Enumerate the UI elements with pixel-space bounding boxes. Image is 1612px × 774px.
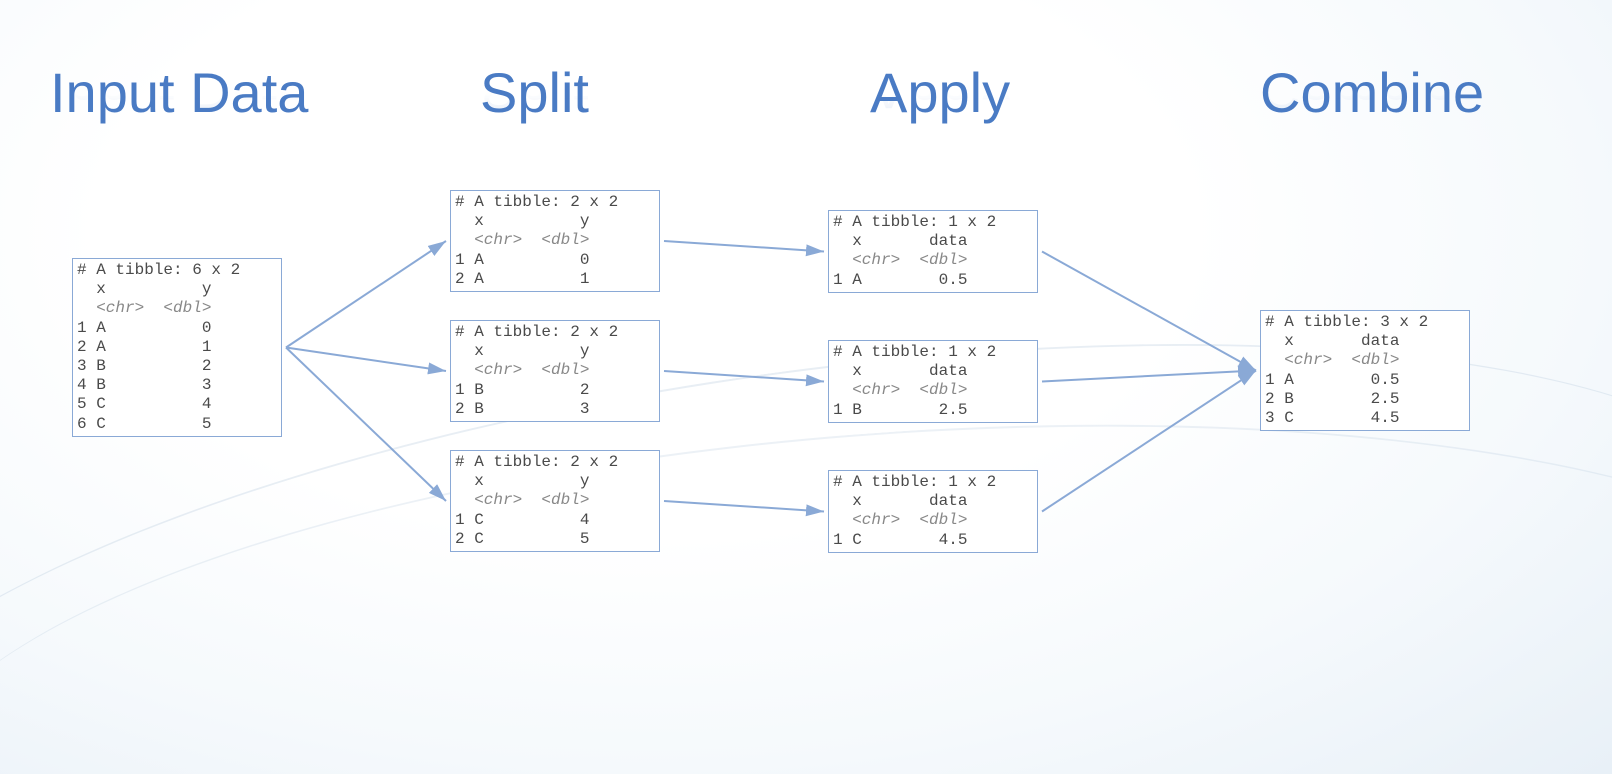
tibble-line: <chr> <dbl> [455, 491, 655, 510]
arrow-split_c-to-apply_c [664, 501, 824, 512]
tibble-apply_b: # A tibble: 1 x 2 x data <chr> <dbl>1 B … [828, 340, 1038, 423]
tibble-apply_c: # A tibble: 1 x 2 x data <chr> <dbl>1 C … [828, 470, 1038, 553]
tibble-line: <chr> <dbl> [833, 511, 1033, 530]
tibble-line: 1 C 4.5 [833, 531, 1033, 550]
tibble-split_b: # A tibble: 2 x 2 x y <chr> <dbl>1 B 22 … [450, 320, 660, 422]
stage-title-input: Input Data [50, 60, 308, 125]
tibble-line: x y [77, 280, 277, 299]
tibble-line: 2 A 1 [77, 338, 277, 357]
tibble-line: # A tibble: 1 x 2 [833, 213, 1033, 232]
tibble-line: # A tibble: 1 x 2 [833, 473, 1033, 492]
stage-title-split: Split [480, 60, 589, 125]
tibble-line: x y [455, 212, 655, 231]
tibble-line: <chr> <dbl> [1265, 351, 1465, 370]
tibble-apply_a: # A tibble: 1 x 2 x data <chr> <dbl>1 A … [828, 210, 1038, 293]
tibble-line: x data [833, 362, 1033, 381]
arrow-apply_a-to-combine [1042, 252, 1256, 371]
arrow-apply_c-to-combine [1042, 371, 1256, 512]
tibble-split_c: # A tibble: 2 x 2 x y <chr> <dbl>1 C 42 … [450, 450, 660, 552]
arrow-split_a-to-apply_a [664, 241, 824, 252]
tibble-line: <chr> <dbl> [833, 381, 1033, 400]
arrow-apply_b-to-combine [1042, 371, 1256, 382]
tibble-line: # A tibble: 3 x 2 [1265, 313, 1465, 332]
tibble-line: 1 B 2 [455, 381, 655, 400]
arrow-input-to-split_c [286, 348, 446, 502]
tibble-line: 3 C 4.5 [1265, 409, 1465, 428]
tibble-line: # A tibble: 1 x 2 [833, 343, 1033, 362]
tibble-line: 3 B 2 [77, 357, 277, 376]
tibble-line: x y [455, 342, 655, 361]
arrow-input-to-split_a [286, 241, 446, 348]
tibble-split_a: # A tibble: 2 x 2 x y <chr> <dbl>1 A 02 … [450, 190, 660, 292]
tibble-line: # A tibble: 6 x 2 [77, 261, 277, 280]
tibble-line: <chr> <dbl> [833, 251, 1033, 270]
tibble-line: 1 A 0.5 [833, 271, 1033, 290]
tibble-line: # A tibble: 2 x 2 [455, 453, 655, 472]
tibble-line: 1 A 0 [455, 251, 655, 270]
tibble-line: 1 A 0.5 [1265, 371, 1465, 390]
tibble-line: 2 A 1 [455, 270, 655, 289]
tibble-line: 2 B 2.5 [1265, 390, 1465, 409]
tibble-line: 4 B 3 [77, 376, 277, 395]
tibble-line: 1 B 2.5 [833, 401, 1033, 420]
tibble-line: x y [455, 472, 655, 491]
tibble-line: 2 B 3 [455, 400, 655, 419]
tibble-line: x data [1265, 332, 1465, 351]
tibble-line: 1 C 4 [455, 511, 655, 530]
tibble-line: 5 C 4 [77, 395, 277, 414]
tibble-line: 1 A 0 [77, 319, 277, 338]
stage-title-apply: Apply [870, 60, 1010, 125]
tibble-line: <chr> <dbl> [455, 361, 655, 380]
tibble-line: x data [833, 232, 1033, 251]
tibble-line: <chr> <dbl> [455, 231, 655, 250]
tibble-line: x data [833, 492, 1033, 511]
tibble-line: <chr> <dbl> [77, 299, 277, 318]
tibble-line: 6 C 5 [77, 415, 277, 434]
tibble-line: # A tibble: 2 x 2 [455, 193, 655, 212]
arrow-input-to-split_b [286, 348, 446, 372]
tibble-line: # A tibble: 2 x 2 [455, 323, 655, 342]
arrow-split_b-to-apply_b [664, 371, 824, 382]
tibble-combine: # A tibble: 3 x 2 x data <chr> <dbl>1 A … [1260, 310, 1470, 431]
tibble-line: 2 C 5 [455, 530, 655, 549]
tibble-input: # A tibble: 6 x 2 x y <chr> <dbl>1 A 02 … [72, 258, 282, 437]
stage-title-combine: Combine [1260, 60, 1484, 125]
